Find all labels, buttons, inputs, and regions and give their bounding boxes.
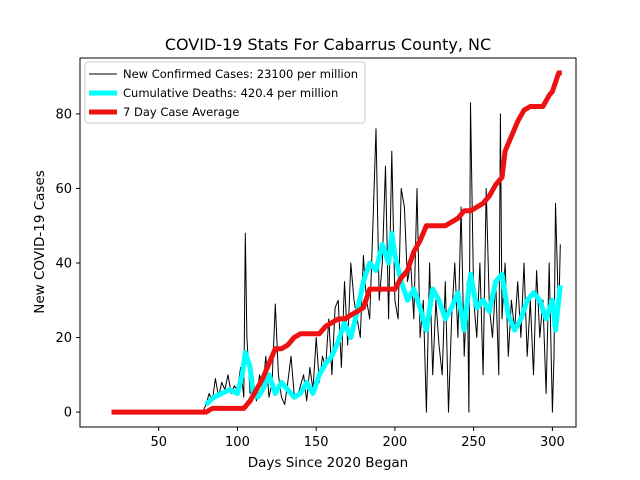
legend-entry-2: Cumulative Deaths: 420.4 per million bbox=[123, 86, 338, 100]
y-tick-label: 0 bbox=[64, 406, 72, 421]
x-axis: 50 100 150 200 250 300 bbox=[150, 427, 565, 450]
series-line-2 bbox=[204, 230, 563, 407]
series-layer bbox=[111, 70, 563, 415]
plot-frame bbox=[79, 57, 577, 428]
y-tick-label: 60 bbox=[55, 182, 72, 197]
y-axis: 0 20 40 60 80 bbox=[55, 107, 80, 421]
y-tick-label: 80 bbox=[55, 107, 72, 122]
y-axis-label: New COVID-19 Cases bbox=[32, 170, 48, 314]
series-line-3 bbox=[111, 70, 562, 415]
x-tick-label: 250 bbox=[461, 435, 486, 450]
y-tick-label: 20 bbox=[55, 331, 72, 346]
series-line-1 bbox=[111, 102, 561, 413]
legend-entry-3: 7 Day Case Average bbox=[123, 105, 239, 119]
x-tick-label: 300 bbox=[540, 435, 565, 450]
x-axis-label: Days Since 2020 Began bbox=[248, 455, 409, 471]
y-tick-label: 40 bbox=[55, 257, 72, 272]
x-tick-label: 200 bbox=[383, 435, 408, 450]
legend-entry-1: New Confirmed Cases: 23100 per million bbox=[123, 67, 358, 81]
x-tick-label: 100 bbox=[225, 435, 250, 450]
chart-title: COVID-19 Stats For Cabarrus County, NC bbox=[165, 35, 491, 54]
x-tick-label: 50 bbox=[150, 435, 167, 450]
legend: New Confirmed Cases: 23100 per million Cu… bbox=[84, 61, 366, 124]
legend-box bbox=[84, 61, 366, 124]
x-tick-label: 150 bbox=[304, 435, 329, 450]
